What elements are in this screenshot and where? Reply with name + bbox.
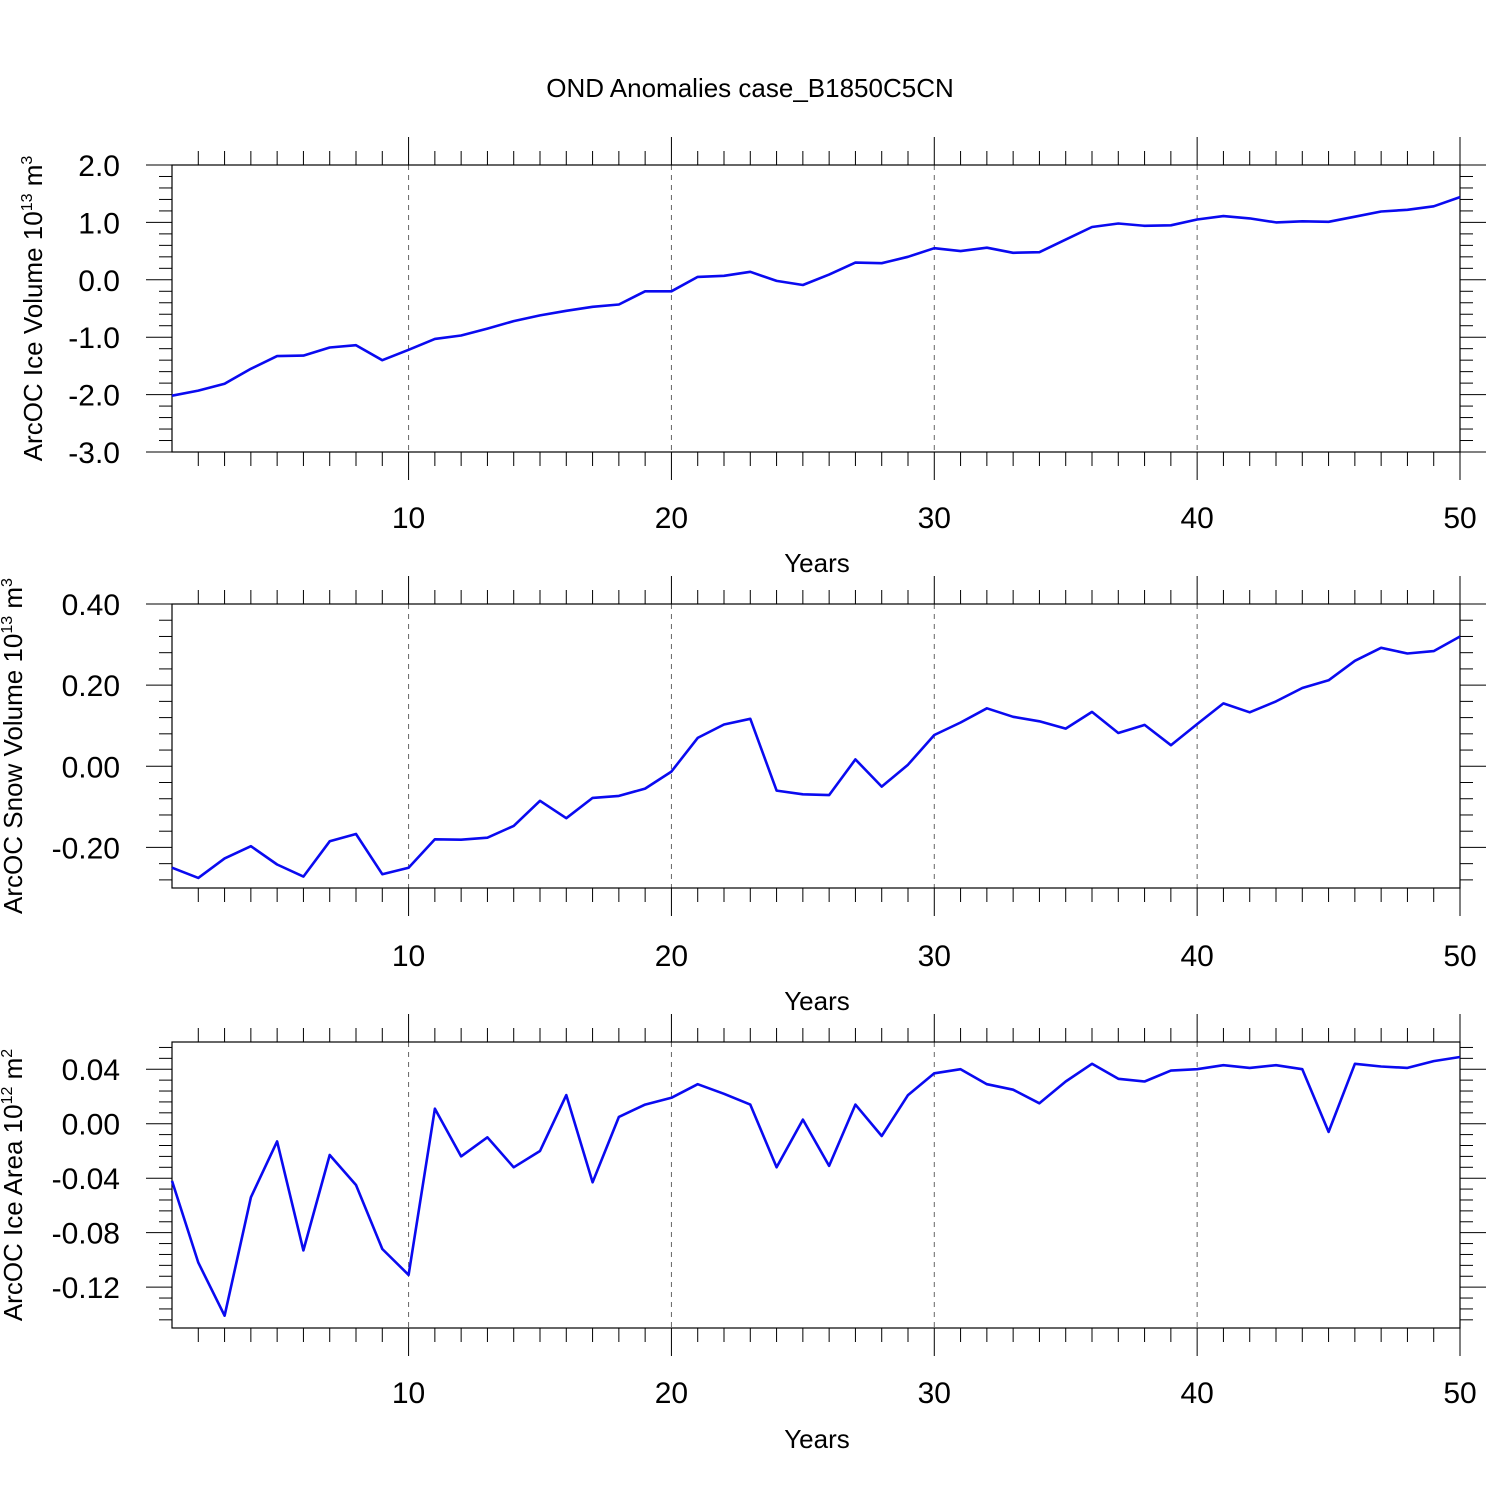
panels: -3.0 -2.0 -1.0 0.0 1.0 2.0 10 20 30 40 50 Years ArcO… <box>0 137 1486 1454</box>
series-line <box>170 1055 1461 1317</box>
y-tick-label: -0.04 <box>52 1163 120 1196</box>
y-tick-label: 0.04 <box>62 1054 120 1087</box>
y-tick-label: -0.08 <box>52 1218 120 1251</box>
x-tick-label: 10 <box>392 940 425 973</box>
x-tick-label: 50 <box>1443 1377 1476 1410</box>
x-tick-label: 40 <box>1180 940 1213 973</box>
x-tick-label: 40 <box>1180 1377 1213 1410</box>
y-axis-title: ArcOC Ice Volume 1013 m3 <box>18 156 48 462</box>
x-tick-label: 50 <box>1443 502 1476 535</box>
y-axis-title: ArcOC Ice Area 1012 m2 <box>0 1049 28 1321</box>
x-axis-title: Years <box>784 548 850 578</box>
y-tick-label: 1.0 <box>78 207 120 240</box>
y-tick-label: 2.0 <box>78 150 120 183</box>
plot-frame <box>171 1041 1461 1329</box>
x-tick-label: 10 <box>392 502 425 535</box>
y-tick-label: 0.00 <box>62 1109 120 1142</box>
y-tick-label: 0.40 <box>62 589 120 622</box>
x-tick-label: 20 <box>655 1377 688 1410</box>
x-tick-label: 20 <box>655 502 688 535</box>
chart-panel-3: -0.12 -0.08 -0.04 0.00 0.04 10 20 30 40 50 Years Ar… <box>0 1014 1486 1454</box>
y-tick-label: -0.12 <box>52 1272 120 1305</box>
x-axis-title: Years <box>784 986 850 1016</box>
x-tick-label: 30 <box>918 1377 951 1410</box>
x-tick-label: 30 <box>918 502 951 535</box>
figure-title: OND Anomalies case_B1850C5CN <box>546 73 954 103</box>
x-tick-label: 30 <box>918 940 951 973</box>
y-axis-title: ArcOC Snow Volume 1013 m3 <box>0 578 28 914</box>
y-tick-label: -2.0 <box>68 380 120 413</box>
y-tick-label: 0.00 <box>62 751 120 784</box>
x-tick-label: 50 <box>1443 940 1476 973</box>
chart-panel-1: -3.0 -2.0 -1.0 0.0 1.0 2.0 10 20 30 40 50 Years ArcO… <box>18 137 1486 578</box>
y-tick-label: -0.20 <box>52 832 120 865</box>
x-tick-label: 40 <box>1180 502 1213 535</box>
x-tick-label: 20 <box>655 940 688 973</box>
series-line <box>171 195 1461 397</box>
y-tick-label: -1.0 <box>68 322 120 355</box>
chart-panel-2: -0.20 0.00 0.20 0.40 10 20 30 40 50 Years ArcOC Sn… <box>0 576 1486 1016</box>
y-tick-label: -3.0 <box>68 437 120 470</box>
series-line <box>171 635 1461 880</box>
y-tick-label: 0.0 <box>78 265 120 298</box>
plot-frame <box>171 603 1461 889</box>
x-axis-title: Years <box>784 1424 850 1454</box>
y-tick-label: 0.20 <box>62 670 120 703</box>
plot-frame <box>171 164 1461 453</box>
x-tick-label: 10 <box>392 1377 425 1410</box>
